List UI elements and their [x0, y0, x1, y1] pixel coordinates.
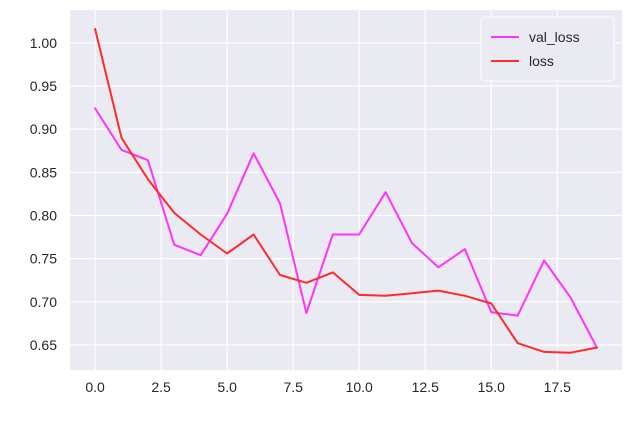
- y-tick-label: 0.65: [30, 337, 57, 353]
- x-tick-label: 10.0: [346, 379, 373, 395]
- y-tick-label: 0.70: [30, 294, 57, 310]
- x-tick-label: 15.0: [478, 379, 505, 395]
- x-tick-label: 7.5: [283, 379, 303, 395]
- legend-label: loss: [529, 53, 554, 69]
- series-line-loss: [94, 28, 598, 354]
- x-tick-label: 5.0: [217, 379, 237, 395]
- x-axis-ticks: 0.0 2.5 5.0 7.5 10.0 12.5 15.0 17.5: [85, 379, 571, 395]
- series-line-val-loss: [94, 107, 598, 349]
- x-tick-label: 0.0: [85, 379, 105, 395]
- x-tick-label: 12.5: [412, 379, 439, 395]
- y-tick-label: 0.95: [30, 78, 57, 94]
- x-tick-label: 2.5: [151, 379, 171, 395]
- y-tick-label: 0.85: [30, 164, 57, 180]
- y-tick-label: 0.75: [30, 251, 57, 267]
- series-lines: [94, 28, 598, 354]
- legend-label: val_loss: [529, 29, 580, 45]
- y-tick-label: 0.80: [30, 207, 57, 223]
- x-tick-label: 17.5: [544, 379, 571, 395]
- y-axis-ticks: 0.65 0.70 0.75 0.80 0.85 0.90 0.95 1.00: [30, 35, 57, 353]
- y-tick-label: 0.90: [30, 121, 57, 137]
- y-tick-label: 1.00: [30, 35, 57, 51]
- legend-box: [480, 16, 615, 82]
